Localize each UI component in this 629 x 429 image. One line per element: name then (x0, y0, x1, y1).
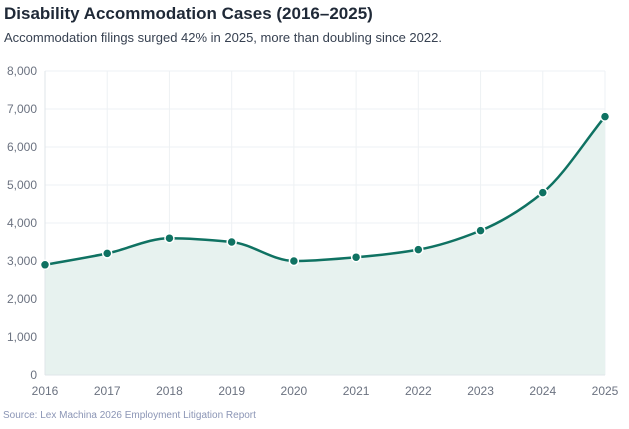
data-point (101, 248, 113, 259)
source-note: Source: Lex Machina 2026 Employment Liti… (3, 410, 256, 421)
y-tick-label: 0 (30, 368, 37, 382)
data-point (39, 259, 51, 271)
x-tick-label: 2020 (281, 384, 308, 398)
x-tick-label: 2023 (467, 384, 494, 398)
data-point (164, 232, 175, 244)
x-tick-label: 2019 (218, 384, 245, 398)
y-tick-label: 8,000 (7, 64, 37, 78)
y-tick-label: 4,000 (7, 216, 37, 230)
chart-title: Disability Accommodation Cases (2016–202… (4, 4, 373, 23)
x-tick-label: 2021 (343, 384, 370, 398)
y-tick-label: 3,000 (7, 254, 37, 268)
x-tick-label: 2017 (94, 384, 121, 398)
y-tick-label: 6,000 (7, 140, 37, 154)
series-line (44, 115, 606, 267)
area-fill (45, 116, 605, 375)
y-tick-label: 7,000 (7, 102, 37, 116)
y-tick-label: 2,000 (7, 292, 37, 306)
y-tick-label: 5,000 (7, 178, 37, 192)
chart-subtitle: Accommodation filings surged 42% in 2025… (4, 30, 442, 45)
x-tick-label: 2018 (156, 384, 183, 398)
x-tick-label: 2016 (32, 384, 59, 398)
data-point (226, 236, 237, 248)
x-tick-label: 2024 (529, 384, 556, 398)
data-point (599, 111, 611, 122)
data-point (537, 187, 549, 198)
data-point (288, 255, 300, 267)
y-tick-label: 1,000 (7, 330, 37, 344)
data-point (350, 251, 362, 263)
x-tick-label: 2025 (592, 384, 619, 398)
data-point (413, 244, 424, 255)
x-tick-label: 2022 (405, 384, 432, 398)
data-point (475, 225, 486, 236)
